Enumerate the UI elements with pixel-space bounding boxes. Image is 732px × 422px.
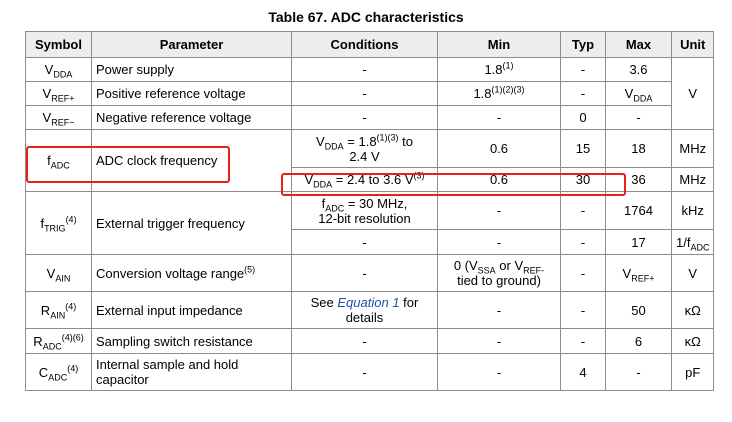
param-adc-clock-frequency: ADC clock frequency: [91, 129, 292, 192]
header-unit: Unit: [670, 31, 715, 58]
param-external-trigger-frequency: External trigger frequency: [91, 191, 292, 255]
min-rain: -: [437, 291, 561, 329]
min-vref-minus: -: [437, 105, 561, 130]
header-row: Symbol Parameter Conditions Min Typ Max …: [25, 31, 715, 58]
header-min: Min: [437, 31, 561, 58]
max-vain: VREF+: [605, 254, 672, 292]
table-row: - - - 17 1/fADC: [26, 229, 715, 255]
cond-ftrig-2: -: [291, 229, 438, 255]
unit-radc: κΩ: [670, 328, 715, 354]
min-vref-plus: 1.8(1)(2)(3): [437, 81, 561, 106]
max-radc: 6: [605, 328, 672, 354]
min-fadc-low: 0.6: [437, 129, 561, 168]
param-negative-reference: Negative reference voltage: [91, 105, 292, 130]
typ-ftrig-2: -: [560, 229, 606, 255]
equation-1-link[interactable]: Equation 1: [337, 295, 400, 310]
unit-fadc-low: MHz: [670, 129, 715, 168]
max-vref-plus: VDDA: [605, 81, 672, 106]
unit-voltage: V: [670, 57, 715, 130]
cond-radc: -: [291, 328, 438, 354]
header-max: Max: [605, 31, 672, 58]
typ-vref-plus: -: [560, 81, 606, 106]
min-vain: 0 (VSSA or VREF-tied to ground): [437, 254, 561, 292]
highlight-box-fadc-parameter: [26, 146, 230, 183]
table-row: VDDA Power supply - 1.8(1) - 3.6 V: [25, 57, 715, 130]
adc-characteristics-table: Symbol Parameter Conditions Min Typ Max …: [25, 31, 715, 391]
cond-vref-minus: -: [291, 105, 438, 130]
min-ftrig-1: -: [437, 191, 561, 230]
typ-ftrig-1: -: [560, 191, 606, 230]
table-row: RADC(4)(6) Sampling switch resistance - …: [25, 328, 715, 354]
param-power-supply: Power supply: [91, 57, 292, 82]
header-symbol: Symbol: [25, 31, 92, 58]
table-title: Table 67. ADC characteristics: [268, 9, 464, 25]
cond-vdda: -: [291, 57, 438, 82]
min-vdda: 1.8(1): [437, 57, 561, 82]
cond-fadc-low: VDDA = 1.8(1)(3) to 2.4 V: [291, 129, 438, 168]
unit-fadc-high: MHz: [670, 167, 715, 192]
table-row: fTRIG(4) External trigger frequency fADC…: [25, 191, 715, 255]
typ-cadc: 4: [560, 353, 606, 391]
unit-vain: V: [670, 254, 715, 292]
table-row: RAIN(4) External input impedance See Equ…: [25, 291, 715, 329]
max-cadc: -: [605, 353, 672, 391]
table-row: CADC(4) Internal sample and hold capacito…: [25, 353, 715, 391]
typ-vdda: -: [560, 57, 606, 82]
unit-cadc: pF: [670, 353, 715, 391]
unit-ftrig-1: kHz: [670, 191, 715, 230]
table-row: VREF+ Positive reference voltage - 1.8(1…: [25, 81, 714, 106]
typ-vain: -: [560, 254, 606, 292]
table-row: VAIN Conversion voltage range(5) - 0 (VS…: [25, 254, 715, 292]
typ-rain: -: [560, 291, 606, 329]
symbol-radc: RADC(4)(6): [25, 328, 92, 354]
symbol-vain: VAIN: [25, 254, 92, 292]
typ-vref-minus: 0: [560, 105, 606, 130]
highlight-box-fadc-high-range: [281, 173, 626, 196]
cond-rain: See Equation 1 for details: [291, 291, 438, 329]
min-cadc: -: [437, 353, 561, 391]
typ-fadc-low: 15: [560, 129, 606, 168]
symbol-vref-plus: VREF+: [25, 81, 92, 106]
max-ftrig-2: 17: [605, 229, 672, 255]
cond-vain: -: [291, 254, 438, 292]
cond-cadc: -: [291, 353, 438, 391]
symbol-ftrig: fTRIG(4): [25, 191, 92, 255]
symbol-vdda: VDDA: [25, 57, 92, 82]
param-conversion-voltage-range: Conversion voltage range(5): [91, 254, 292, 292]
max-vref-minus: -: [605, 105, 672, 130]
min-radc: -: [437, 328, 561, 354]
param-positive-reference: Positive reference voltage: [91, 81, 292, 106]
symbol-rain: RAIN(4): [25, 291, 92, 329]
symbol-cadc: CADC(4): [25, 353, 92, 391]
max-fadc-high: 36: [605, 167, 672, 192]
max-rain: 50: [605, 291, 672, 329]
table-row: VREF− Negative reference voltage - - 0 -: [25, 105, 714, 130]
max-fadc-low: 18: [605, 129, 672, 168]
header-conditions: Conditions: [291, 31, 438, 58]
cond-ftrig-12bit: fADC = 30 MHz, 12-bit resolution: [291, 191, 438, 230]
typ-fadc-high: 30: [560, 167, 606, 192]
symbol-vref-minus: VREF−: [25, 105, 92, 130]
min-fadc-high: 0.6: [437, 167, 561, 192]
max-ftrig-1: 1764: [605, 191, 672, 230]
param-sample-hold-capacitor: Internal sample and hold capacitor: [91, 353, 292, 391]
header-parameter: Parameter: [91, 31, 292, 58]
param-sampling-switch-resistance: Sampling switch resistance: [91, 328, 292, 354]
unit-rain: κΩ: [670, 291, 715, 329]
table-row: fADC ADC clock frequency VDDA = 1.8(1)(3…: [25, 129, 715, 192]
max-vdda: 3.6: [605, 57, 672, 82]
cond-vref-plus: -: [291, 81, 438, 106]
unit-ftrig-2: 1/fADC: [670, 229, 715, 255]
param-external-input-impedance: External input impedance: [91, 291, 292, 329]
header-typ: Typ: [560, 31, 606, 58]
typ-radc: -: [560, 328, 606, 354]
min-ftrig-2: -: [437, 229, 561, 255]
